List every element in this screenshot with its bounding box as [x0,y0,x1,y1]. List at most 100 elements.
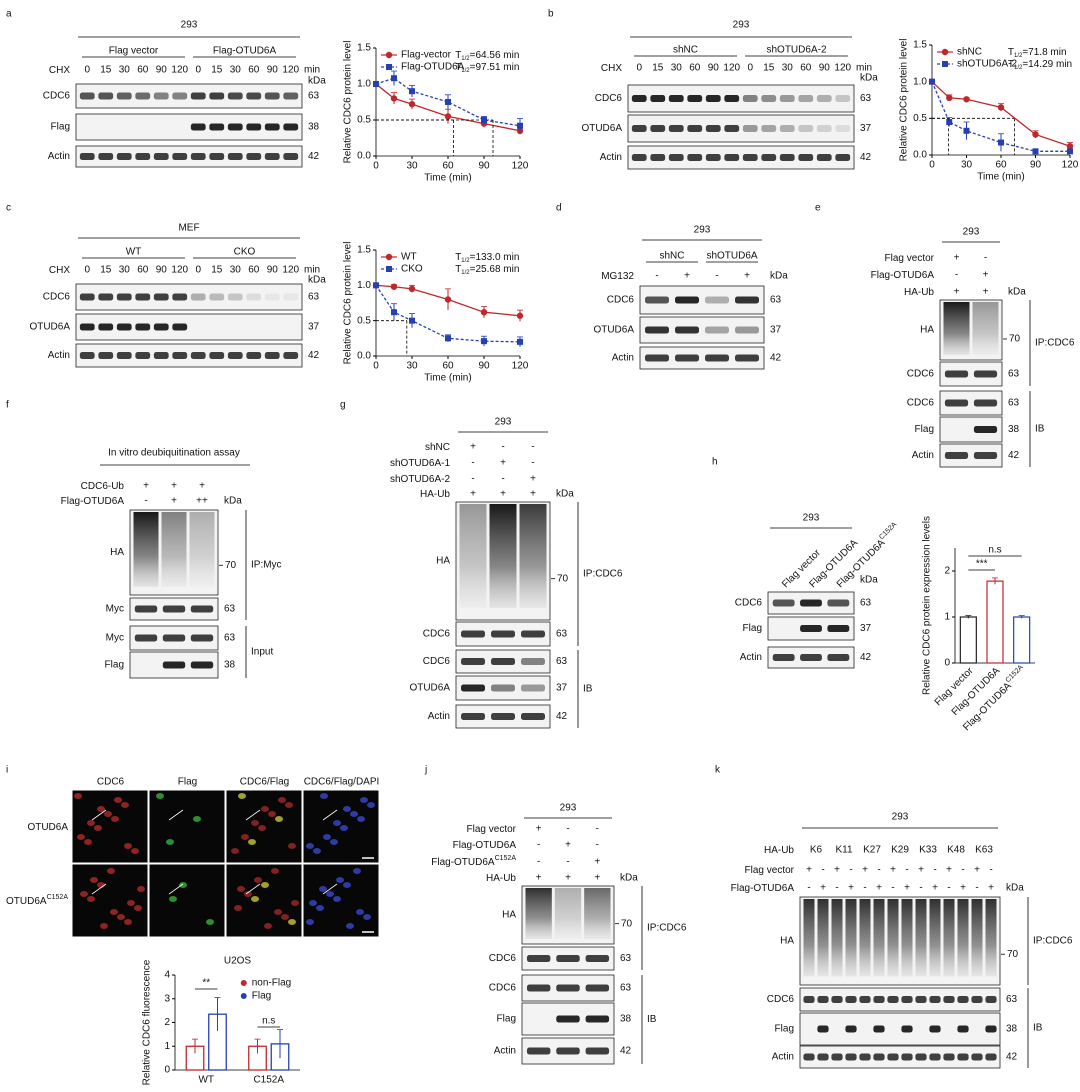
band [675,326,699,334]
cell [330,839,338,845]
band [153,293,169,301]
label-text: OTUD6A [6,896,47,907]
band [645,326,669,334]
band [817,996,829,1003]
panel-letter: k [715,765,721,776]
kda-header: kDa [1006,883,1024,894]
kda-label: 42 [308,350,320,361]
condition-mark: 120 [171,65,188,76]
unit: min [304,65,320,76]
condition-mark: + [470,442,476,453]
x-tick-label: 0 [929,160,935,171]
panel-header: 293 [803,513,820,524]
smear [189,512,215,587]
x-axis-label: Time (min) [424,373,471,384]
blot-label: HA [110,547,124,558]
band [162,634,186,642]
bracket-label: IP:CDC6 [1033,936,1073,947]
condition-label: Flag vector [467,824,517,835]
panel-letter: f [6,400,9,411]
marker-label: 70 [1009,334,1021,345]
bracket-label: IB [647,1014,657,1025]
y-axis-label: Relative CDC6 protein level [899,39,910,162]
band [135,293,151,301]
kda-label: 63 [770,295,782,306]
cell [356,909,364,915]
cell [166,839,174,845]
cell [340,825,348,831]
panel-letter: h [712,457,718,468]
band [724,125,740,132]
y-tick-label: 1.5 [913,40,927,51]
band [779,125,795,132]
marker [946,94,953,102]
band [585,984,610,992]
blot [799,1045,1001,1069]
band [172,92,188,100]
group-label: CKO [234,247,256,258]
band [901,1025,913,1033]
cell [124,919,132,925]
cell [353,868,361,874]
condition-mark: - [989,865,992,876]
arrow [322,883,338,895]
half-life-text: =71.8 min [1022,47,1066,58]
column-label: CDC6/Flag/DAPI [304,777,380,788]
condition-mark: 0 [84,65,90,76]
blot-label: CDC6 [907,369,935,380]
annotation: n.s [988,545,1001,556]
band [724,95,740,102]
condition-label: CDC6-Ub [81,481,125,492]
band [705,354,729,362]
cell [234,905,242,911]
condition-label: Flag-OTUD6A [453,840,517,851]
blot [627,145,855,170]
micrograph [148,789,226,864]
band [687,95,703,102]
band [190,605,214,613]
condition-mark: 60 [137,265,149,276]
unit: min [304,265,320,276]
blot-label: CDC6 [423,629,451,640]
kda-header: kDa [860,73,878,84]
band [491,658,515,665]
y-tick-label: 2 [164,1017,170,1028]
annotation: n.s [262,1016,275,1027]
condition-mark: - [984,253,987,264]
condition-mark: 30 [119,265,131,276]
y-tick-label: 1 [944,612,950,623]
condition-label: CHX [49,265,70,276]
band [827,599,850,607]
marker-label: 70 [557,573,569,584]
label-text: HA-Ub [486,873,516,884]
superscript: C152A [495,855,517,862]
smear [803,899,815,977]
kda-header: kDa [556,489,574,500]
condition-label: CHX [601,63,622,74]
band [803,996,815,1003]
band [957,1053,969,1061]
label-text: Flag vector [745,865,795,876]
band [556,984,580,992]
band [845,996,857,1003]
cell [137,886,145,892]
band [929,1053,941,1061]
band [190,123,206,131]
band [491,684,515,692]
y-tick-label: 1.0 [357,79,371,90]
cell [193,816,201,822]
half-life-sub: 1/2 [461,270,470,276]
y-tick-label: 1.0 [913,76,927,87]
condition-label: Flag-OTUD6A [731,883,795,894]
smear [525,888,552,940]
condition-mark: - [655,271,658,282]
band [827,625,850,632]
x-tick-label: 30 [406,361,418,372]
label-text: shOTUD6A-1 [390,458,450,469]
condition-label: Flag vector [885,253,935,264]
band [650,95,666,102]
band [816,95,832,102]
band [859,996,871,1003]
condition-mark: + [848,883,854,894]
half-life-label: T1/2=133.0 min [455,252,519,264]
